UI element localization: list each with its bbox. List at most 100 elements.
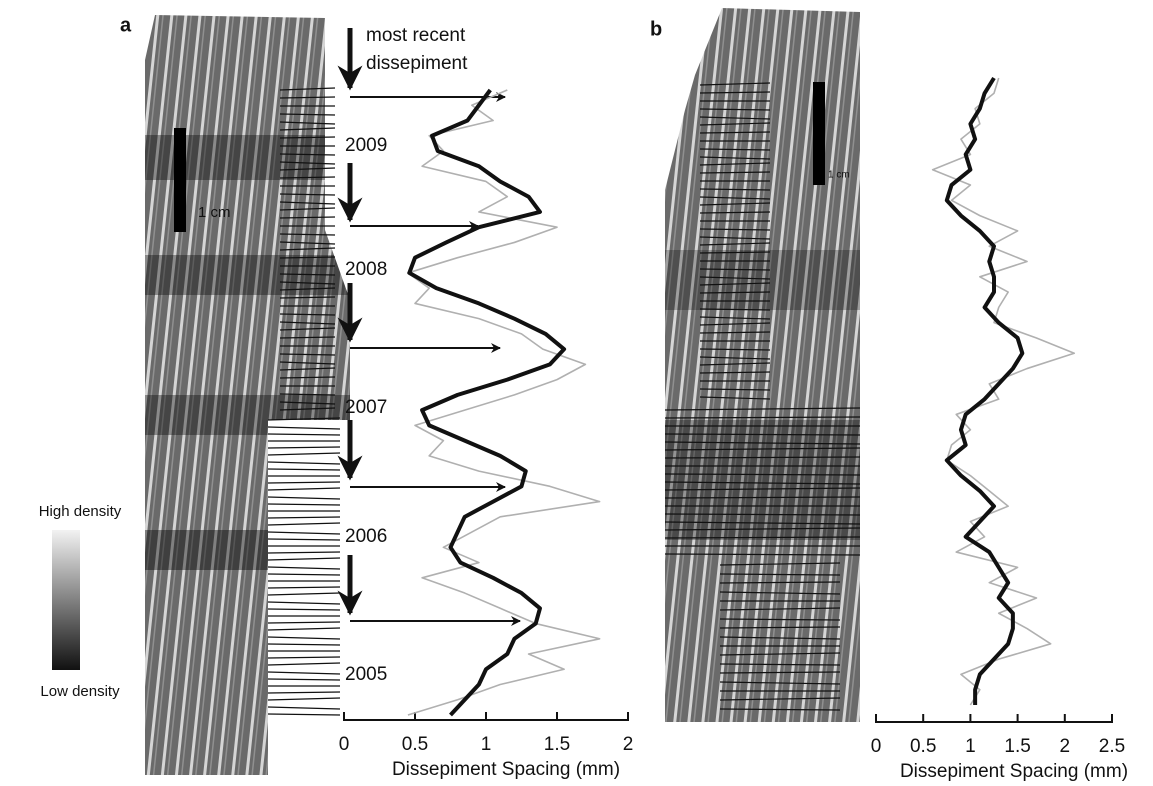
transect-line (267, 461, 341, 465)
transect-line (699, 251, 771, 254)
transect-line (279, 353, 336, 356)
transect-line (699, 122, 771, 126)
x-axis-label: Dissepiment Spacing (mm) (900, 761, 1128, 781)
transect-line (279, 167, 336, 171)
transect-line (664, 527, 861, 531)
panel-label: a (120, 14, 132, 36)
x-tick-label: 1 (481, 734, 492, 755)
transect-line (267, 671, 341, 675)
x-tick-label: 2.5 (1099, 736, 1125, 757)
x-tick-label: 0.5 (402, 734, 428, 755)
transect-line (664, 553, 861, 556)
colorbar-label: Low density (40, 683, 120, 700)
transect-line (267, 452, 341, 456)
transect-line (699, 396, 771, 400)
transect-line (699, 91, 771, 94)
x-tick-label: 0 (871, 736, 882, 757)
transect-line (279, 407, 336, 411)
transect-line (699, 308, 771, 311)
transect-line (279, 127, 336, 131)
transect-line (279, 96, 336, 99)
scale-bar-label: 1 cm (198, 204, 231, 221)
transect-line (699, 116, 771, 120)
transect-line (699, 211, 771, 214)
annotation: dissepiment (366, 53, 468, 74)
transect-line (279, 336, 336, 339)
transect-line (267, 608, 341, 611)
transect-line (267, 656, 341, 659)
transect-line (279, 367, 336, 371)
transect-line (279, 256, 336, 259)
transect-line (699, 291, 771, 294)
annotation: most recent (366, 25, 466, 46)
transect-line (279, 401, 336, 405)
transect-line (719, 663, 841, 666)
annotation: 2006 (345, 526, 387, 547)
transect-line (267, 426, 341, 430)
transect-line (699, 202, 771, 206)
scale-bar-label: 1 cm (828, 170, 850, 181)
transect-line (719, 697, 841, 701)
transect-line (267, 551, 341, 554)
transect-line (279, 287, 336, 291)
transect-line (699, 228, 771, 231)
transect-line (267, 446, 341, 449)
transect-line (699, 148, 771, 151)
transect-line (279, 161, 336, 165)
transect-line (719, 607, 841, 611)
transect-line (279, 361, 336, 365)
transect-line (699, 388, 771, 391)
transect-line (279, 281, 336, 285)
transect-line (699, 156, 771, 160)
spacing-line (931, 77, 1076, 706)
scale-bar (813, 82, 825, 185)
transect-line (267, 503, 341, 506)
transect-line (719, 652, 841, 656)
transect-line (267, 713, 341, 716)
transects (267, 82, 861, 716)
transect-line (699, 362, 771, 366)
arrows (337, 28, 521, 626)
x-axis-label: Dissepiment Spacing (mm) (392, 759, 620, 780)
transect-line (267, 691, 341, 694)
transect-line (279, 136, 336, 139)
transect-line (699, 356, 771, 360)
transect-line (267, 636, 341, 640)
annotation: 2005 (345, 664, 387, 685)
spacing-line (407, 88, 567, 717)
transect-line (664, 447, 861, 451)
transect-line (267, 516, 341, 519)
spacing-line (407, 89, 601, 716)
transect-line (699, 108, 771, 111)
scale-bar (174, 128, 186, 232)
transect-line (267, 643, 341, 646)
transect-line (267, 697, 341, 701)
transect-line (719, 636, 841, 640)
transect-line (279, 121, 336, 125)
transect-line (279, 313, 336, 316)
ct-image-b (665, 8, 860, 722)
transect-line (267, 417, 341, 421)
transect-line (267, 557, 341, 561)
annotation: 2007 (345, 397, 387, 418)
transect-line (279, 241, 336, 245)
transect-line (699, 236, 771, 240)
transect-line (699, 331, 771, 334)
transect-line (664, 416, 861, 419)
transect-line (267, 621, 341, 624)
annotation: 2009 (345, 135, 387, 156)
transect-line (664, 433, 861, 436)
transect-line (699, 162, 771, 166)
x-tick-label: 1.5 (544, 734, 570, 755)
transect-line (279, 327, 336, 331)
transect-line (279, 376, 336, 379)
transect-line (719, 618, 841, 621)
transect-line (719, 573, 841, 576)
x-tick-label: 1.5 (1004, 736, 1030, 757)
x-tick-label: 0 (339, 734, 350, 755)
transect-line (699, 282, 771, 286)
transect-line (664, 407, 861, 411)
spacing-line (944, 76, 1025, 705)
